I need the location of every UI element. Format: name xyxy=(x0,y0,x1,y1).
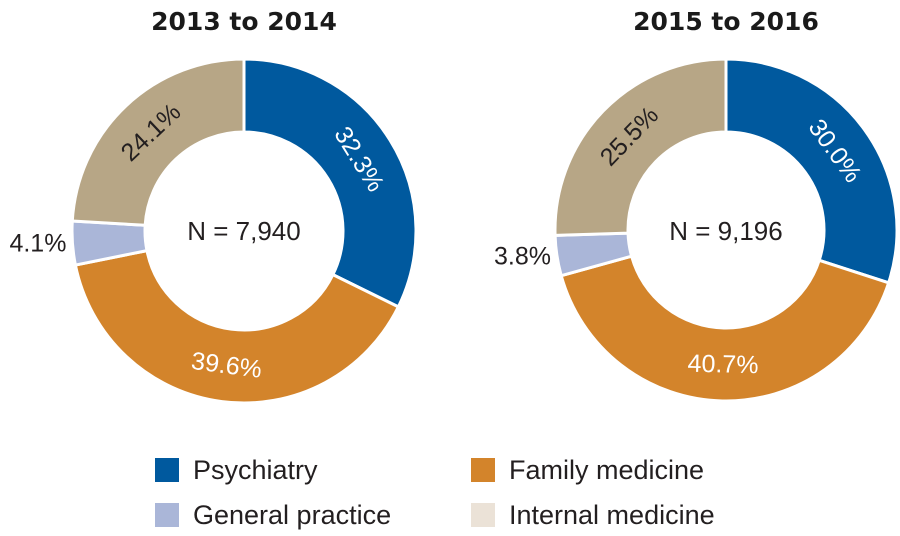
slices xyxy=(70,57,418,405)
slice-psychiatry xyxy=(724,57,899,285)
legend-label-general-practice: General practice xyxy=(193,500,391,530)
legend-item-internal-medicine: Internal medicine xyxy=(471,500,715,530)
slice-label-general-practice: 3.8% xyxy=(494,243,551,271)
legend-item-general-practice: General practice xyxy=(155,500,391,530)
chart-title: 2015 to 2016 xyxy=(633,7,819,36)
slice-label-family-medicine: 40.7% xyxy=(687,350,758,380)
legend-swatch-general-practice xyxy=(155,503,179,527)
slices xyxy=(553,57,899,403)
legend-label-psychiatry: Psychiatry xyxy=(193,455,318,485)
legend-item-psychiatry: Psychiatry xyxy=(155,455,318,485)
slice-internal-medicine xyxy=(553,57,728,237)
donut-chart-2015-2016: 2015 to 2016 30.0%40.7%3.8%25.5% N = 9,1… xyxy=(494,7,899,403)
legend-swatch-family-medicine xyxy=(471,458,495,482)
legend-swatch-psychiatry xyxy=(155,458,179,482)
donut-chart-2013-2014: 2013 to 2014 32.3%39.6%4.1%24.1% N = 7,9… xyxy=(9,7,418,405)
center-sample-size: N = 7,940 xyxy=(187,216,300,246)
center-sample-size: N = 9,196 xyxy=(669,216,782,246)
slice-psychiatry xyxy=(242,57,418,309)
slice-family-medicine xyxy=(73,249,400,405)
chart-title: 2013 to 2014 xyxy=(151,7,337,36)
legend: Psychiatry Family medicine General pract… xyxy=(155,455,715,530)
slice-family-medicine xyxy=(559,254,891,403)
legend-item-family-medicine: Family medicine xyxy=(471,455,704,485)
slice-label-general-practice: 4.1% xyxy=(9,230,66,258)
legend-label-family-medicine: Family medicine xyxy=(509,455,704,485)
slice-internal-medicine xyxy=(70,57,246,227)
legend-label-internal-medicine: Internal medicine xyxy=(509,500,715,530)
legend-swatch-internal-medicine xyxy=(471,503,495,527)
